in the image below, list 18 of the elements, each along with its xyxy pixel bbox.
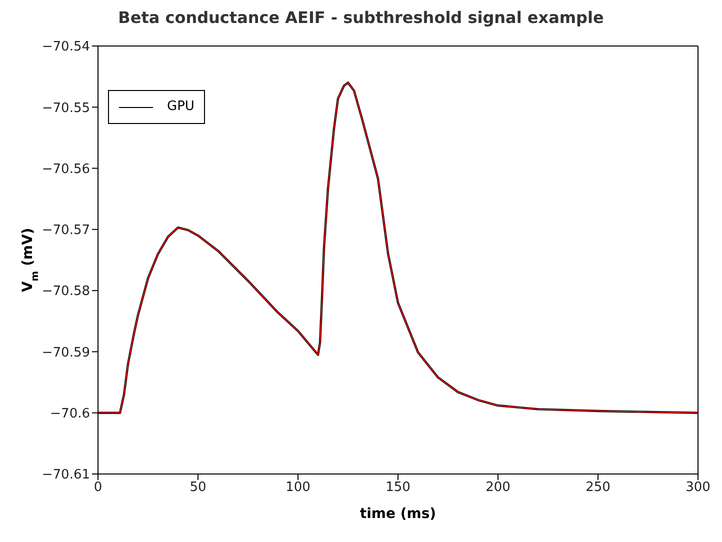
y-tick-label: −70.57	[42, 223, 90, 238]
x-tick-label: 200	[486, 480, 510, 496]
chart-title: Beta conductance AEIF - subthreshold signal example	[117, 8, 605, 29]
x-axis-title: time (ms)	[360, 506, 436, 522]
y-tick-label: −70.54	[42, 40, 90, 55]
x-tick-label: 0	[94, 480, 102, 496]
legend-label: GPU	[167, 98, 194, 116]
x-tick-label: 250	[586, 480, 610, 496]
y-tick-label: −70.58	[42, 284, 90, 300]
y-tick-label: −70.6	[50, 406, 90, 422]
x-tick-label: 150	[386, 480, 410, 496]
x-tick-label: 50	[190, 480, 206, 496]
x-tick-label: 300	[686, 480, 710, 496]
y-tick-label: −70.61	[42, 468, 90, 483]
y-tick-label: −70.55	[42, 100, 90, 116]
y-tick-label: −70.59	[42, 345, 90, 360]
x-tick-label: 100	[286, 480, 310, 496]
y-tick-label: −70.56	[42, 162, 90, 177]
